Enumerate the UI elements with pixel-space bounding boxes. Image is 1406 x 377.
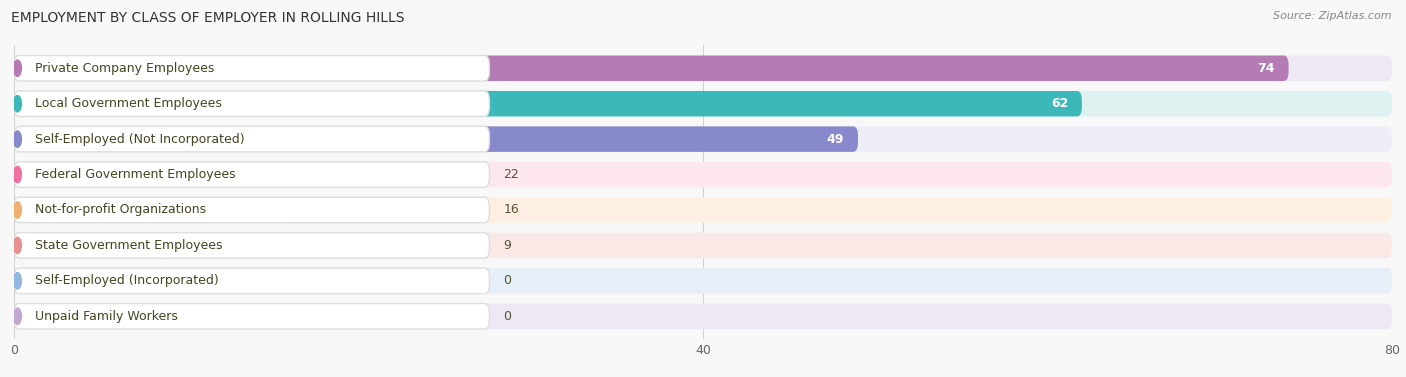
Circle shape xyxy=(14,60,21,77)
Circle shape xyxy=(14,95,21,112)
Text: State Government Employees: State Government Employees xyxy=(35,239,222,252)
Text: Not-for-profit Organizations: Not-for-profit Organizations xyxy=(35,204,207,216)
Text: 74: 74 xyxy=(1257,62,1275,75)
FancyBboxPatch shape xyxy=(14,126,858,152)
FancyBboxPatch shape xyxy=(14,91,1392,116)
Text: Local Government Employees: Local Government Employees xyxy=(35,97,222,110)
Text: Source: ZipAtlas.com: Source: ZipAtlas.com xyxy=(1274,11,1392,21)
Text: Self-Employed (Incorporated): Self-Employed (Incorporated) xyxy=(35,274,219,287)
FancyBboxPatch shape xyxy=(14,197,1392,223)
Text: Federal Government Employees: Federal Government Employees xyxy=(35,168,236,181)
FancyBboxPatch shape xyxy=(14,268,489,294)
Text: Self-Employed (Not Incorporated): Self-Employed (Not Incorporated) xyxy=(35,133,245,146)
FancyBboxPatch shape xyxy=(14,233,169,258)
FancyBboxPatch shape xyxy=(14,303,1392,329)
Text: 9: 9 xyxy=(503,239,512,252)
Text: Private Company Employees: Private Company Employees xyxy=(35,62,215,75)
FancyBboxPatch shape xyxy=(14,126,489,152)
FancyBboxPatch shape xyxy=(14,162,489,187)
FancyBboxPatch shape xyxy=(14,233,489,258)
FancyBboxPatch shape xyxy=(14,91,1083,116)
Text: 0: 0 xyxy=(503,274,512,287)
FancyBboxPatch shape xyxy=(14,162,394,187)
Circle shape xyxy=(14,308,21,325)
FancyBboxPatch shape xyxy=(14,55,1392,81)
FancyBboxPatch shape xyxy=(14,91,489,116)
FancyBboxPatch shape xyxy=(14,162,1392,187)
Text: EMPLOYMENT BY CLASS OF EMPLOYER IN ROLLING HILLS: EMPLOYMENT BY CLASS OF EMPLOYER IN ROLLI… xyxy=(11,11,405,25)
Circle shape xyxy=(14,166,21,183)
Text: 0: 0 xyxy=(503,310,512,323)
Circle shape xyxy=(14,202,21,218)
FancyBboxPatch shape xyxy=(14,233,1392,258)
Text: 49: 49 xyxy=(827,133,844,146)
Text: 16: 16 xyxy=(503,204,519,216)
FancyBboxPatch shape xyxy=(14,55,1289,81)
Text: 62: 62 xyxy=(1050,97,1069,110)
Circle shape xyxy=(14,131,21,147)
Text: Unpaid Family Workers: Unpaid Family Workers xyxy=(35,310,179,323)
FancyBboxPatch shape xyxy=(14,55,489,81)
FancyBboxPatch shape xyxy=(14,303,489,329)
FancyBboxPatch shape xyxy=(14,197,290,223)
FancyBboxPatch shape xyxy=(14,268,1392,294)
Circle shape xyxy=(14,237,21,254)
Text: 22: 22 xyxy=(503,168,519,181)
Circle shape xyxy=(14,273,21,289)
FancyBboxPatch shape xyxy=(14,197,489,223)
FancyBboxPatch shape xyxy=(14,126,1392,152)
